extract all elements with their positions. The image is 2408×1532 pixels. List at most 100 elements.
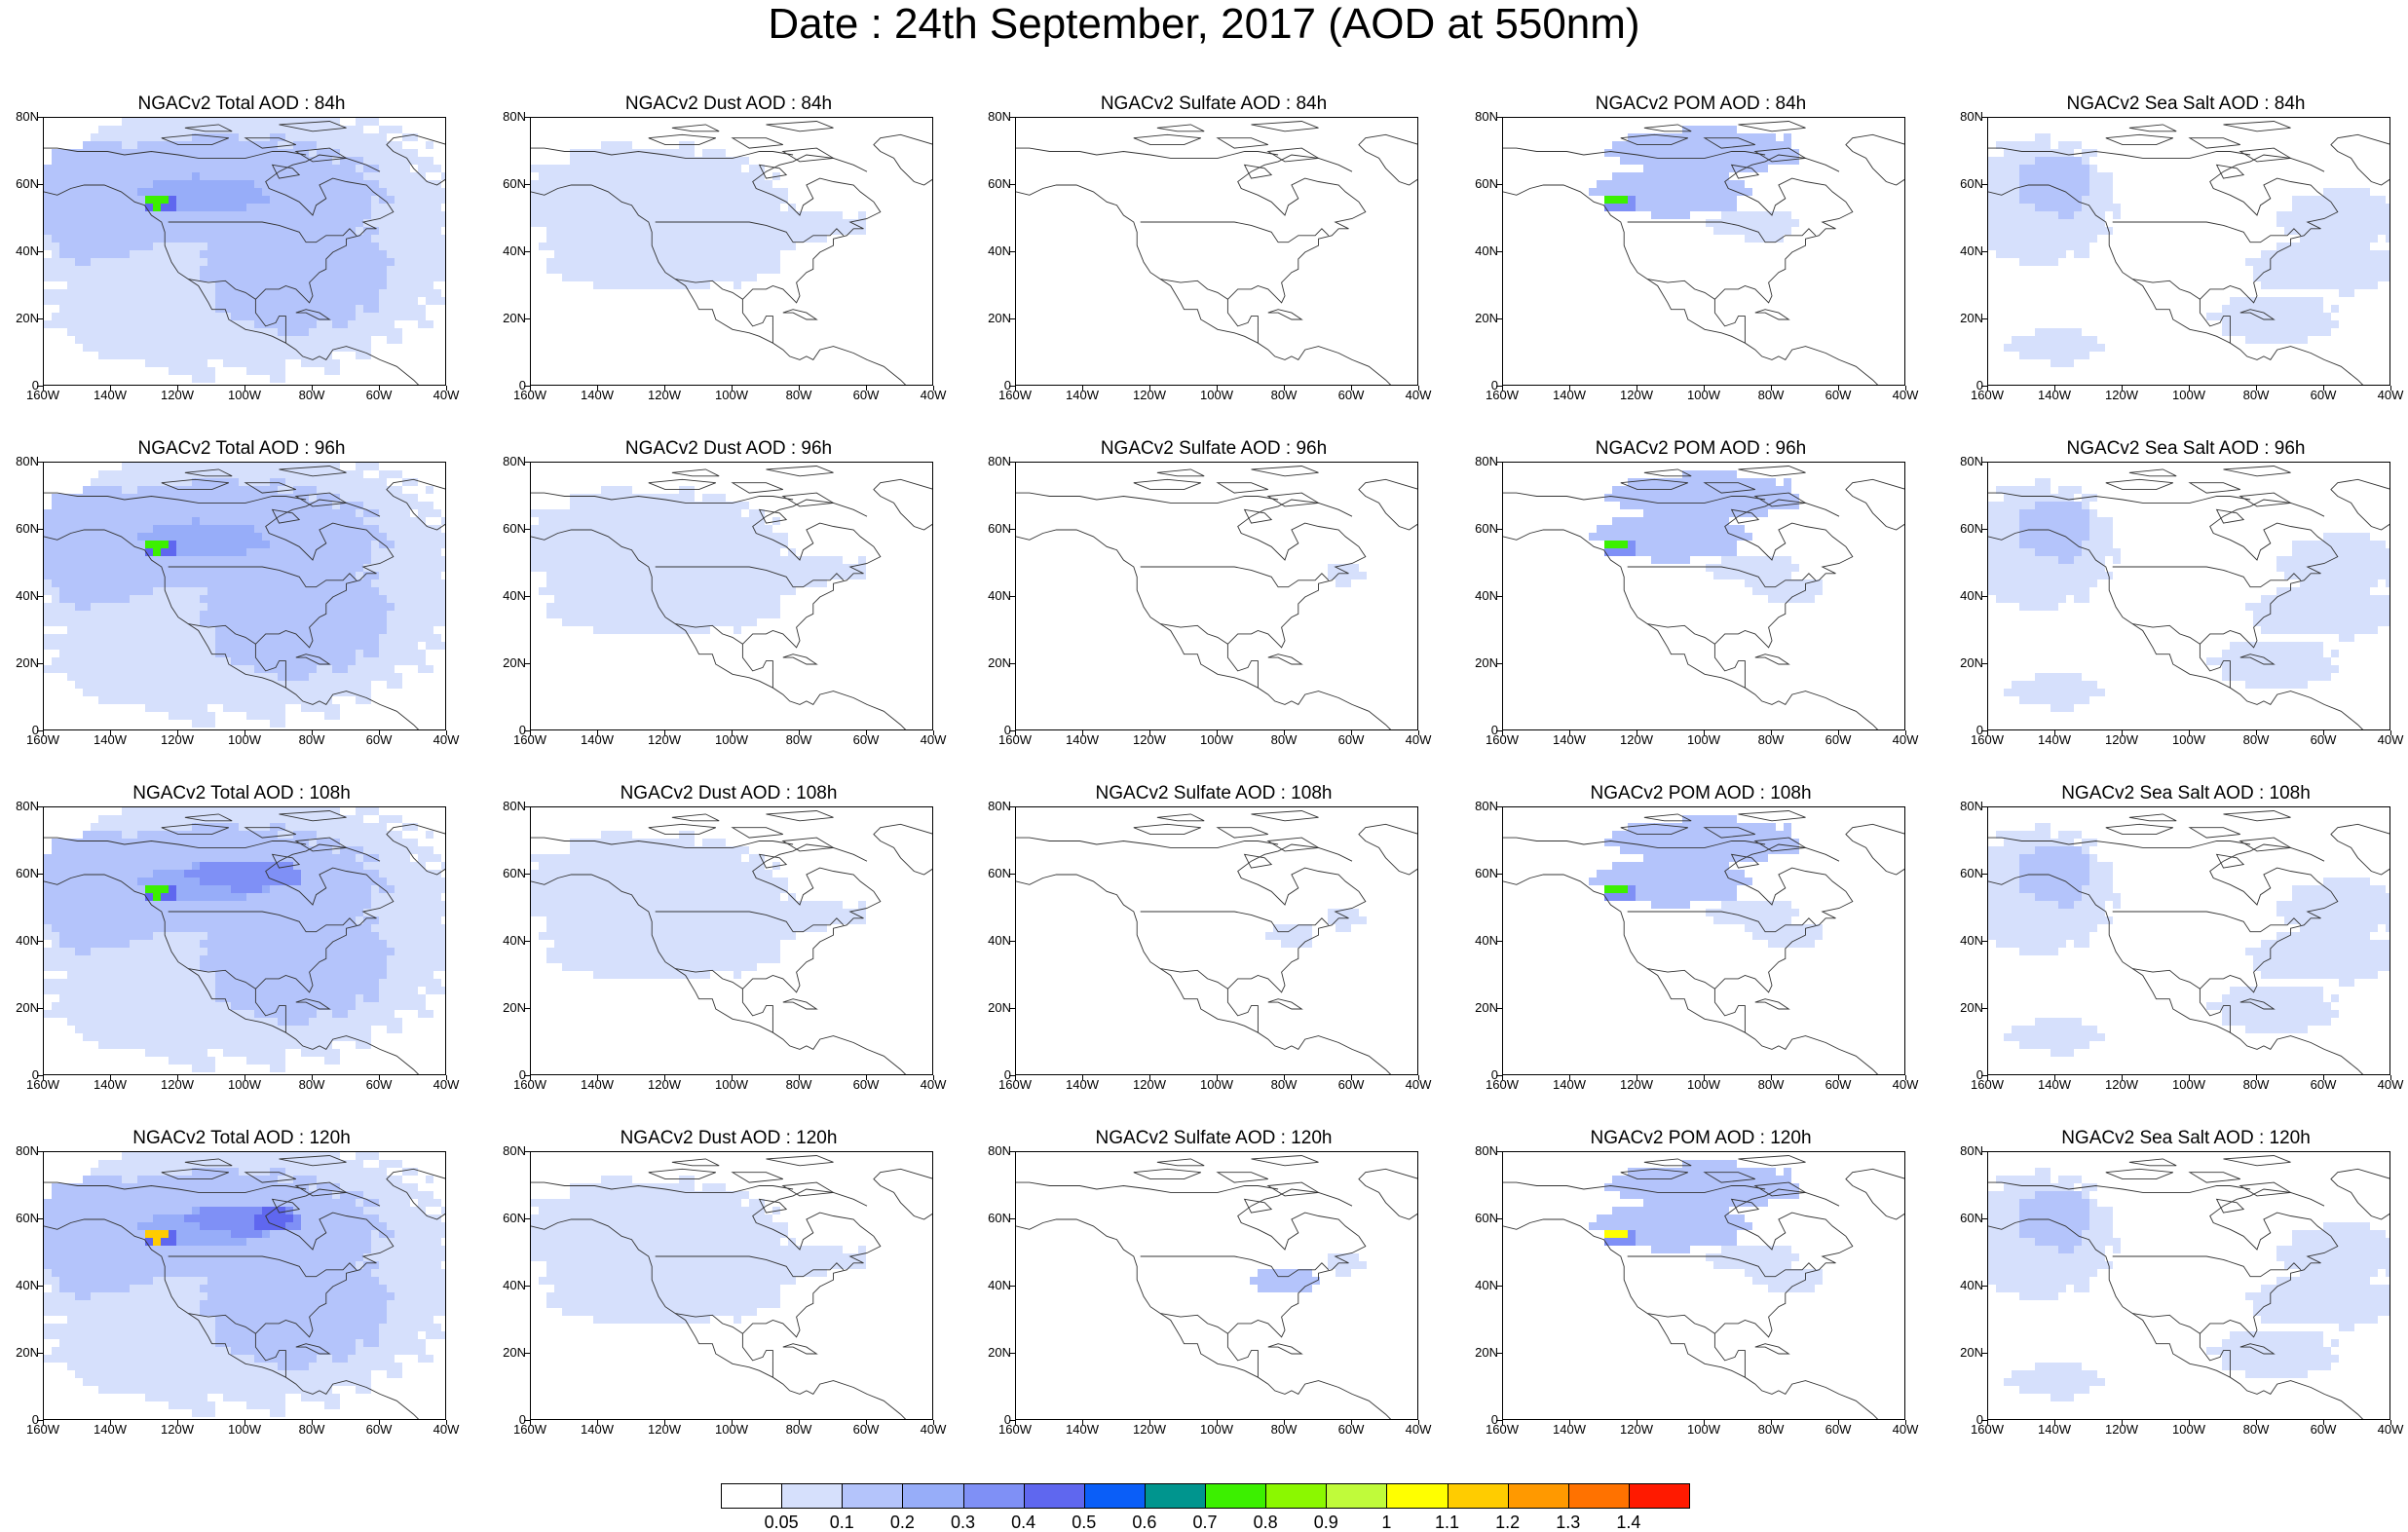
aod-cell — [2261, 281, 2269, 289]
aod-cell — [239, 509, 246, 517]
aod-cell — [278, 603, 285, 611]
aod-cell — [161, 313, 169, 320]
aod-cell — [741, 572, 749, 579]
aod-cell — [262, 243, 270, 250]
aod-cell — [114, 165, 122, 172]
aod-cell — [695, 165, 702, 172]
aod-cell — [734, 243, 741, 250]
aod-cell — [215, 352, 223, 359]
aod-cell — [75, 235, 83, 243]
aod-cell — [239, 618, 246, 626]
aod-cell — [546, 227, 554, 235]
aod-cell — [254, 564, 262, 572]
aod-cell — [153, 344, 161, 352]
aod-cell — [184, 517, 192, 525]
lon-tick-label: 60W — [2299, 389, 2348, 402]
aod-cell — [169, 172, 176, 180]
aod-cell — [192, 720, 200, 728]
map-area — [530, 117, 933, 386]
aod-cell — [433, 541, 441, 548]
aod-cell — [718, 227, 726, 235]
aod-cell — [239, 548, 246, 556]
aod-cell — [223, 650, 231, 657]
aod-cell — [371, 665, 379, 673]
aod-cell — [137, 188, 145, 196]
aod-cell — [52, 165, 59, 172]
aod-cell — [426, 188, 433, 196]
aod-cell — [363, 149, 371, 157]
aod-cell — [2012, 243, 2019, 250]
aod-cell — [59, 587, 67, 595]
aod-cell — [270, 375, 278, 383]
border-us-mexico — [2132, 280, 2200, 300]
lon-tick-mark — [2054, 386, 2055, 391]
aod-cell — [153, 611, 161, 618]
aod-cell — [348, 533, 356, 541]
aod-cell — [215, 564, 223, 572]
aod-cell — [426, 211, 433, 219]
aod-cell — [371, 243, 379, 250]
aod-cell — [1745, 188, 1752, 196]
aod-cell — [270, 211, 278, 219]
coastline-island — [2217, 165, 2244, 178]
aod-cell — [2058, 172, 2066, 180]
aod-cell — [254, 180, 262, 188]
aod-cell — [285, 696, 293, 704]
aod-cell — [161, 320, 169, 328]
map-svg — [531, 118, 933, 386]
aod-cell — [137, 336, 145, 344]
aod-cell — [98, 494, 106, 502]
aod-cell — [640, 172, 648, 180]
lat-tick-mark — [37, 117, 43, 118]
border-us-canada — [1141, 222, 1329, 243]
aod-cell — [663, 211, 671, 219]
aod-cell — [379, 517, 387, 525]
aod-cell — [293, 579, 301, 587]
aod-cell — [254, 133, 262, 141]
aod-cell — [153, 235, 161, 243]
aod-cell — [363, 297, 371, 305]
aod-cell — [702, 525, 710, 533]
aod-cell — [184, 235, 192, 243]
aod-cell — [356, 196, 363, 204]
aod-cell — [749, 204, 757, 211]
aod-cell — [395, 548, 402, 556]
aod-cell — [44, 642, 52, 650]
aod-cell — [648, 541, 656, 548]
coastline-pacific — [1503, 185, 1879, 386]
aod-cell — [695, 572, 702, 579]
aod-cell — [402, 634, 410, 642]
aod-cell — [379, 502, 387, 509]
aod-cell — [332, 188, 340, 196]
aod-cell — [91, 486, 98, 494]
aod-cell — [2035, 328, 2043, 336]
lat-tick-label: 40N — [1944, 244, 1983, 258]
aod-cell — [324, 133, 332, 141]
aod-cell — [402, 227, 410, 235]
aod-cell — [2019, 149, 2027, 157]
aod-cell — [695, 180, 702, 188]
aod-cell — [640, 595, 648, 603]
aod-cell — [2051, 196, 2058, 204]
aod-cell — [98, 227, 106, 235]
aod-cell — [710, 227, 718, 235]
aod-cell — [2354, 243, 2362, 250]
aod-cell — [169, 235, 176, 243]
aod-cell — [153, 463, 161, 470]
aod-cell — [363, 133, 371, 141]
aod-cell — [192, 313, 200, 320]
aod-cell — [578, 533, 585, 541]
aod-cell — [2222, 328, 2230, 336]
aod-cell — [278, 243, 285, 250]
lat-tick-mark — [37, 596, 43, 597]
aod-cell — [1706, 126, 1713, 133]
aod-cell — [402, 579, 410, 587]
aod-cell — [106, 227, 114, 235]
aod-cell — [200, 274, 207, 281]
aod-cell — [601, 157, 609, 165]
aod-cell — [137, 681, 145, 689]
aod-cell — [395, 328, 402, 336]
aod-cell — [309, 219, 317, 227]
aod-cell — [278, 196, 285, 204]
aod-cell — [278, 634, 285, 642]
